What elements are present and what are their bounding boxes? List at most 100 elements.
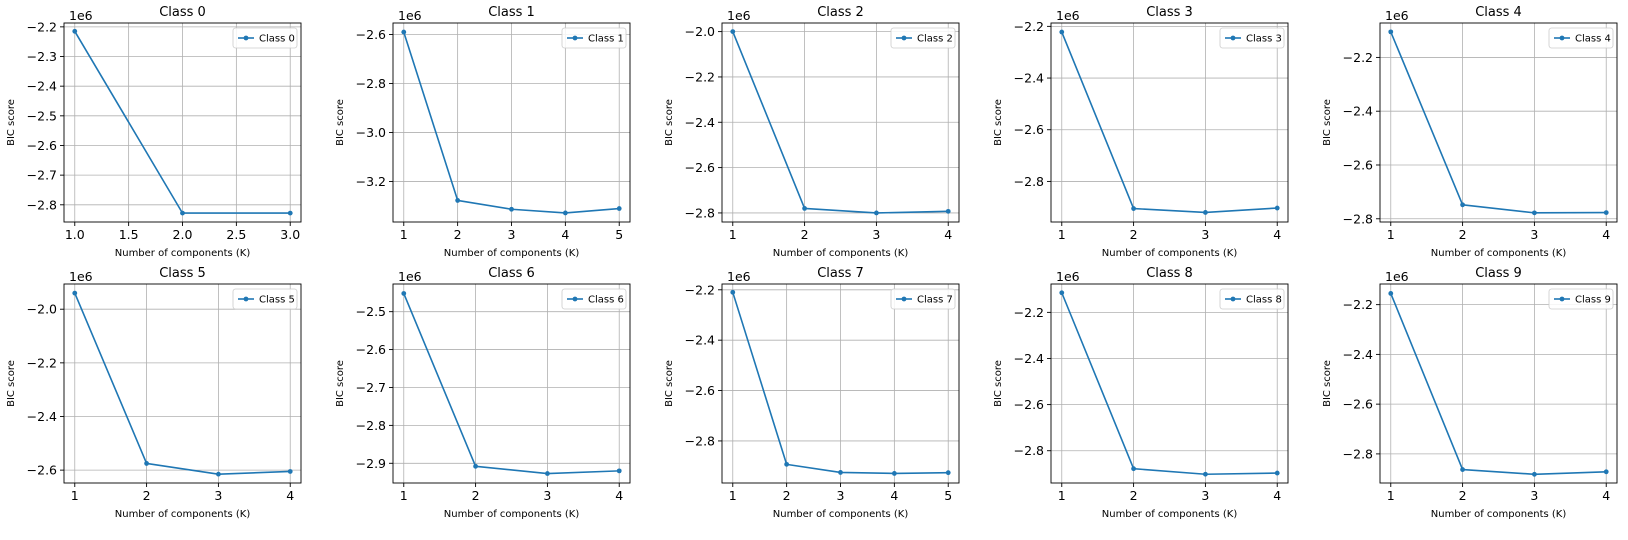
legend-box	[890, 288, 956, 310]
legend-marker-swatch	[1559, 296, 1565, 302]
legend-box	[1219, 288, 1285, 310]
x-axis-label: Number of components (K)	[444, 509, 580, 520]
legend: Class 5	[232, 288, 298, 310]
subplot-class-2: 1 2 3 4 −2.8 −2.6 −2.4 −2.2 −2.0 1e6 Class 2 Number…	[664, 5, 960, 259]
x-axis-label: Number of components (K)	[773, 509, 909, 520]
y-tick-label: −2.8	[1343, 211, 1373, 226]
grid	[64, 284, 301, 483]
x-tick-label: 4	[1273, 488, 1281, 503]
x-tick-label: 3	[1530, 227, 1538, 242]
grid	[64, 23, 301, 222]
x-tick-label: 1	[400, 227, 408, 242]
y-axis-label: BIC score	[1322, 99, 1333, 146]
grid	[722, 23, 959, 222]
x-tick-label: 2.5	[226, 227, 246, 242]
y-tick-label: −2.7	[27, 168, 57, 183]
x-tick-label: 2	[783, 488, 791, 503]
y-tick-label: −2.4	[1014, 71, 1044, 86]
data-point	[473, 463, 478, 469]
x-axis-label: Number of components (K)	[1102, 509, 1238, 520]
legend-box	[1219, 27, 1285, 49]
y-offset-label: 1e6	[69, 269, 93, 284]
subplot-title: Class 0	[159, 5, 206, 20]
legend-box	[232, 27, 298, 49]
subplot-class-0: 1.0 1.5 2.0 2.5 3.0 −2.8 −2.7 −2.6 −2.5 −2.4 −2.3 −…	[6, 5, 302, 259]
y-offset-label: 1e6	[1056, 8, 1080, 23]
axes-frame	[1050, 22, 1289, 223]
y-tick-label: −2.6	[356, 342, 386, 357]
x-axis-label: Number of components (K)	[1431, 509, 1567, 520]
subplot-title: Class 3	[1146, 5, 1193, 20]
legend: Class 4	[1548, 27, 1614, 49]
x-tick-label: 2	[143, 488, 151, 503]
data-point	[838, 470, 843, 475]
x-tick-label: 1.5	[119, 227, 139, 242]
legend-label: Class 7	[917, 295, 953, 306]
y-tick-label: −2.6	[1014, 397, 1044, 412]
y-tick-label: −2.2	[1343, 50, 1373, 65]
x-tick-label: 3	[872, 227, 880, 242]
legend-box	[232, 288, 298, 310]
data-point	[287, 469, 293, 474]
y-tick-label: −2.6	[685, 383, 715, 398]
data-point	[1532, 210, 1537, 216]
y-tick-label: −2.5	[356, 304, 386, 319]
subplot-title: Class 4	[1475, 5, 1522, 20]
grid	[1380, 23, 1617, 222]
legend-label: Class 8	[1246, 295, 1282, 306]
x-tick-label: 2	[1130, 488, 1138, 503]
series-line	[1390, 31, 1607, 214]
y-tick-label: −2.8	[1014, 174, 1044, 189]
data-point	[784, 461, 790, 467]
x-tick-label: 3	[508, 227, 516, 242]
subplot-class-7: 1 2 3 4 5 −2.8 −2.6 −2.4 −2.2 1e6 Class 7 Number of…	[664, 266, 960, 520]
x-tick-label: 1	[729, 227, 737, 242]
x-tick-label: 4	[1602, 488, 1610, 503]
x-tick-label: 4	[1273, 227, 1281, 242]
x-axis-label: Number of components (K)	[1431, 248, 1567, 259]
subplot-title: Class 7	[817, 266, 864, 281]
data-point	[730, 29, 736, 35]
legend: Class 3	[1219, 27, 1285, 49]
y-axis-label: BIC score	[664, 360, 675, 407]
data-point	[802, 206, 807, 211]
legend-marker-swatch	[243, 35, 249, 41]
data-point	[545, 471, 550, 476]
subplot-class-5: 1 2 3 4 −2.6 −2.4 −2.2 −2.0 1e6 Class 5 Number of …	[6, 266, 302, 520]
y-tick-label: −2.4	[1343, 104, 1373, 119]
legend-box	[561, 288, 627, 310]
data-point	[1059, 290, 1065, 296]
y-tick-label: −3.2	[356, 174, 386, 189]
legend-label: Class 1	[588, 34, 624, 45]
y-axis-label: BIC score	[335, 360, 346, 407]
data-point	[562, 210, 568, 216]
y-tick-label: −2.8	[1014, 443, 1044, 458]
legend-label: Class 6	[588, 295, 624, 306]
legend-marker-swatch	[572, 296, 578, 302]
legend-label: Class 4	[1575, 34, 1611, 45]
y-tick-label: −3.0	[356, 125, 386, 140]
series-line	[74, 292, 291, 475]
legend-box	[561, 27, 627, 49]
subplot-title: Class 9	[1475, 266, 1522, 281]
axes-frame	[1050, 283, 1289, 484]
y-offset-label: 1e6	[1385, 269, 1409, 284]
y-axis-label: BIC score	[993, 360, 1004, 407]
data-point	[216, 471, 221, 477]
y-tick-label: −2.2	[1014, 305, 1044, 320]
data-point	[1460, 467, 1465, 472]
y-tick-label: −2.2	[27, 19, 57, 34]
x-tick-label: 2	[1459, 488, 1467, 503]
x-tick-label: 5	[944, 488, 952, 503]
y-offset-label: 1e6	[398, 269, 422, 284]
subplot-class-8: 1 2 3 4 −2.8 −2.6 −2.4 −2.2 1e6 Class 8 Number of …	[993, 266, 1289, 520]
legend-box	[890, 27, 956, 49]
y-offset-label: 1e6	[1385, 8, 1409, 23]
legend-marker-swatch	[243, 296, 249, 302]
x-tick-label: 1.0	[65, 227, 85, 242]
data-point	[616, 468, 622, 474]
data-point	[72, 28, 78, 34]
data-point	[1274, 205, 1280, 211]
y-tick-label: −2.8	[1343, 446, 1373, 461]
